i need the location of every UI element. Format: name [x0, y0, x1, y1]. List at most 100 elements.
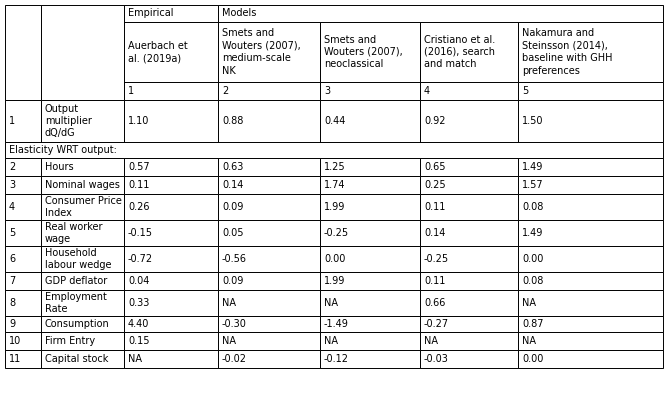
Text: NA: NA [522, 336, 536, 346]
Bar [218, 246, 320, 272]
Bar [420, 82, 518, 100]
Text: Capital stock: Capital stock [45, 354, 108, 364]
Bar [320, 82, 420, 100]
Text: -0.56: -0.56 [222, 254, 247, 264]
Text: -0.72: -0.72 [128, 254, 153, 264]
Text: 0.44: 0.44 [324, 116, 345, 126]
Text: 10: 10 [9, 336, 21, 346]
Bar [320, 194, 420, 220]
Bar [5, 220, 41, 246]
Text: Employment
Rate: Employment Rate [45, 292, 107, 314]
Bar [218, 100, 320, 142]
Bar [518, 176, 663, 194]
Bar [420, 158, 518, 176]
Text: NA: NA [222, 298, 236, 308]
Bar [124, 246, 218, 272]
Text: 4.40: 4.40 [128, 319, 150, 329]
Bar [218, 194, 320, 220]
Text: 1.49: 1.49 [522, 162, 543, 172]
Bar [420, 332, 518, 350]
Text: -0.12: -0.12 [324, 354, 349, 364]
Text: 0.00: 0.00 [522, 354, 543, 364]
Bar [41, 290, 124, 316]
Bar [518, 158, 663, 176]
Bar [218, 290, 320, 316]
Bar [518, 194, 663, 220]
Bar [41, 272, 124, 290]
Text: 0.11: 0.11 [424, 202, 446, 212]
Bar [320, 100, 420, 142]
Bar [124, 22, 218, 82]
Text: 0.14: 0.14 [424, 228, 446, 238]
Text: -0.30: -0.30 [222, 319, 247, 329]
Text: 2: 2 [9, 162, 15, 172]
Text: NA: NA [324, 298, 338, 308]
Text: Smets and
Wouters (2007),
medium-scale
NK: Smets and Wouters (2007), medium-scale N… [222, 28, 301, 75]
Bar [420, 290, 518, 316]
Text: 1.10: 1.10 [128, 116, 150, 126]
Bar [41, 100, 124, 142]
Bar [518, 316, 663, 332]
Text: 5: 5 [522, 86, 528, 96]
Bar [218, 5, 663, 22]
Bar [41, 350, 124, 368]
Text: Consumption: Consumption [45, 319, 110, 329]
Bar [124, 316, 218, 332]
Bar [320, 316, 420, 332]
Text: 0.65: 0.65 [424, 162, 446, 172]
Text: 0.11: 0.11 [424, 276, 446, 286]
Text: 11: 11 [9, 354, 21, 364]
Text: -0.25: -0.25 [424, 254, 449, 264]
Text: Firm Entry: Firm Entry [45, 336, 95, 346]
Bar [124, 290, 218, 316]
Bar [124, 194, 218, 220]
Bar [5, 194, 41, 220]
Text: Output
multiplier
dQ/dG: Output multiplier dQ/dG [45, 104, 92, 138]
Text: -0.27: -0.27 [424, 319, 449, 329]
Text: Consumer Price
Index: Consumer Price Index [45, 196, 122, 218]
Bar [420, 194, 518, 220]
Text: 1.49: 1.49 [522, 228, 543, 238]
Bar [420, 176, 518, 194]
Text: -0.15: -0.15 [128, 228, 153, 238]
Bar [420, 220, 518, 246]
Text: NA: NA [128, 354, 142, 364]
Bar [124, 332, 218, 350]
Bar [124, 5, 218, 22]
Bar [218, 272, 320, 290]
Bar [218, 176, 320, 194]
Bar [124, 82, 218, 100]
Bar [218, 332, 320, 350]
Text: 0.05: 0.05 [222, 228, 244, 238]
Bar [518, 246, 663, 272]
Text: Models: Models [222, 9, 257, 18]
Text: NA: NA [222, 336, 236, 346]
Text: 0.63: 0.63 [222, 162, 243, 172]
Bar [320, 290, 420, 316]
Text: -1.49: -1.49 [324, 319, 349, 329]
Text: 0.00: 0.00 [522, 254, 543, 264]
Bar [41, 316, 124, 332]
Bar [124, 350, 218, 368]
Text: 0.87: 0.87 [522, 319, 544, 329]
Text: 1.99: 1.99 [324, 276, 345, 286]
Text: 0.26: 0.26 [128, 202, 150, 212]
Text: 1.57: 1.57 [522, 180, 544, 190]
Bar [518, 100, 663, 142]
Text: -0.25: -0.25 [324, 228, 349, 238]
Bar [320, 332, 420, 350]
Text: 1: 1 [128, 86, 134, 96]
Bar [320, 220, 420, 246]
Text: 0.09: 0.09 [222, 276, 243, 286]
Bar [5, 332, 41, 350]
Bar [320, 22, 420, 82]
Text: 0.92: 0.92 [424, 116, 446, 126]
Text: 3: 3 [324, 86, 330, 96]
Text: NA: NA [324, 336, 338, 346]
Text: 0.33: 0.33 [128, 298, 150, 308]
Bar [41, 176, 124, 194]
Bar [420, 350, 518, 368]
Text: 0.15: 0.15 [128, 336, 150, 346]
Bar [218, 82, 320, 100]
Text: 9: 9 [9, 319, 15, 329]
